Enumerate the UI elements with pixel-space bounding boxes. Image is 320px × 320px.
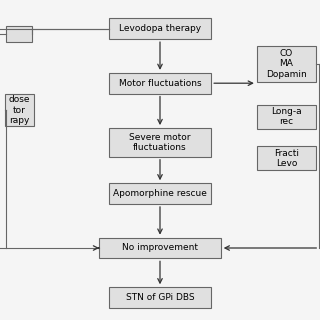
Text: Apomorphine rescue: Apomorphine rescue [113, 189, 207, 198]
FancyBboxPatch shape [109, 73, 211, 93]
FancyBboxPatch shape [257, 105, 316, 129]
Text: Motor fluctuations: Motor fluctuations [119, 79, 201, 88]
FancyBboxPatch shape [109, 18, 211, 39]
FancyBboxPatch shape [99, 237, 221, 259]
Text: CO
MA
Dopamin: CO MA Dopamin [266, 49, 307, 79]
Text: STN of GPi DBS: STN of GPi DBS [126, 293, 194, 302]
Text: dose
tor
rapy: dose tor rapy [8, 95, 30, 125]
FancyBboxPatch shape [257, 45, 316, 82]
FancyBboxPatch shape [5, 94, 34, 126]
FancyBboxPatch shape [109, 183, 211, 204]
FancyBboxPatch shape [109, 128, 211, 157]
Text: Fracti
Levo: Fracti Levo [274, 149, 299, 168]
Text: Levodopa therapy: Levodopa therapy [119, 24, 201, 33]
Text: Severe motor
fluctuations: Severe motor fluctuations [129, 133, 191, 152]
Text: No improvement: No improvement [122, 244, 198, 252]
FancyBboxPatch shape [109, 287, 211, 308]
Text: Long-a
rec: Long-a rec [271, 107, 302, 126]
FancyBboxPatch shape [6, 26, 32, 42]
FancyBboxPatch shape [257, 147, 316, 170]
